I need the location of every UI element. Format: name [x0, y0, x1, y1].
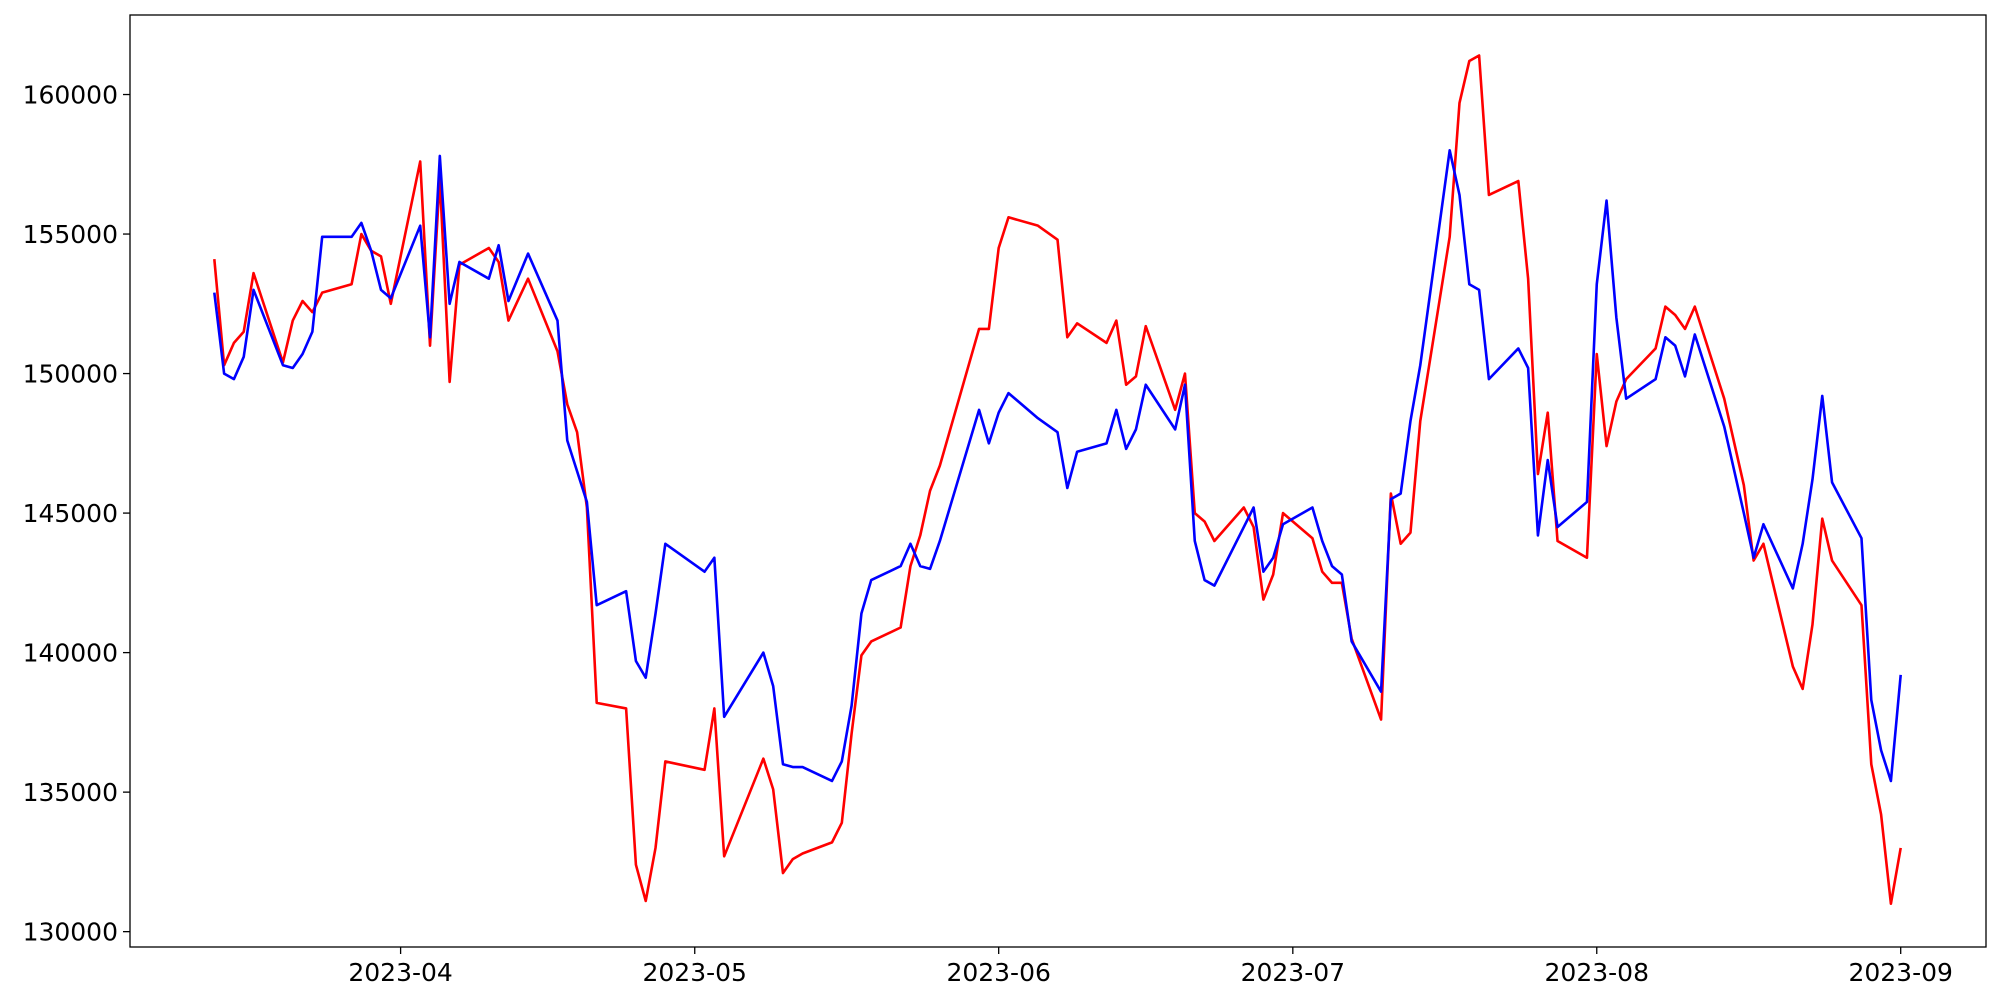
y-tick-label: 155000 [23, 220, 118, 249]
y-tick-label: 130000 [23, 918, 118, 947]
y-tick-label: 140000 [23, 639, 118, 668]
series-line [213, 54, 1902, 906]
x-tick-label: 2023-07 [1241, 958, 1345, 987]
y-tick-label: 145000 [23, 499, 118, 528]
y-tick-label: 135000 [23, 778, 118, 807]
x-tick-label: 2023-09 [1848, 958, 1952, 987]
x-tick-label: 2023-06 [946, 958, 1050, 987]
x-tick-label: 2023-04 [348, 958, 452, 987]
y-tick-label: 160000 [23, 81, 118, 110]
x-tick-label: 2023-05 [643, 958, 747, 987]
plot-frame [129, 14, 1987, 948]
series-line [213, 149, 1902, 783]
x-tick-label: 2023-08 [1545, 958, 1649, 987]
y-tick-label: 150000 [23, 360, 118, 389]
